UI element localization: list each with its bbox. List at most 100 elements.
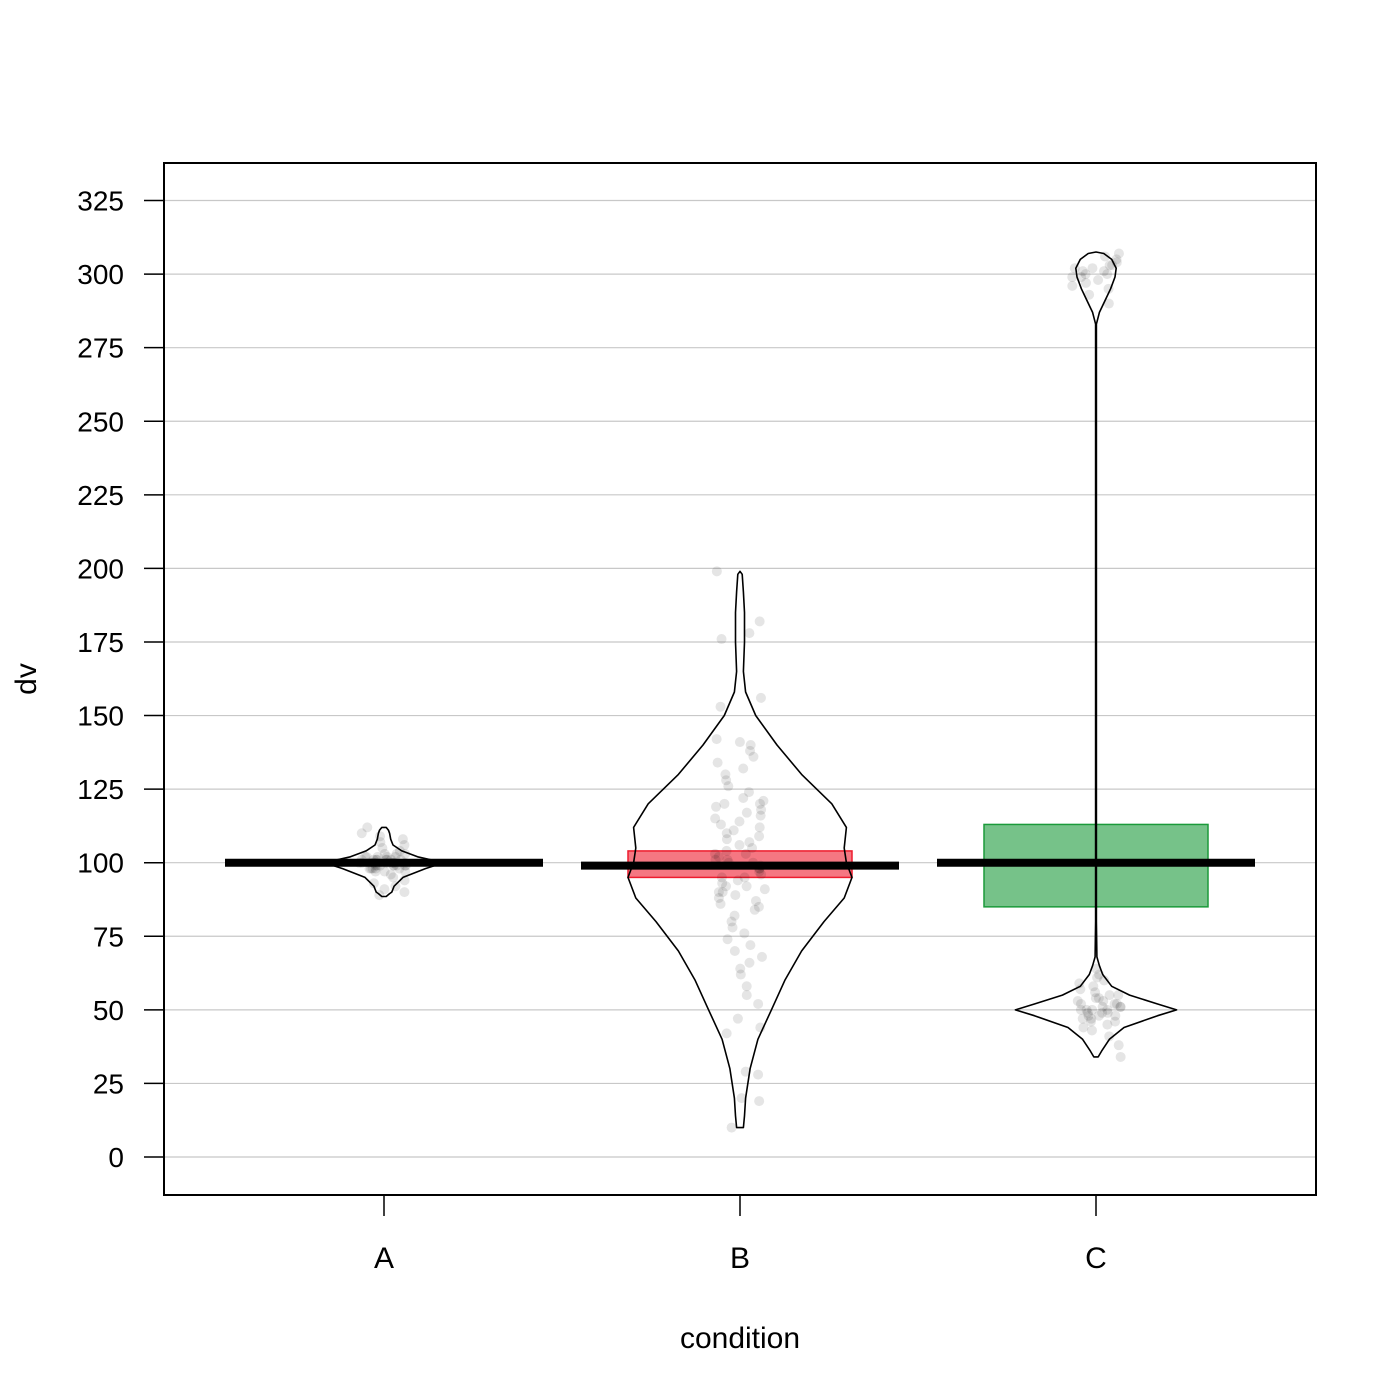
data-point-B bbox=[759, 884, 770, 895]
data-point-C bbox=[1104, 260, 1115, 271]
data-point-B bbox=[723, 781, 734, 792]
data-point-B bbox=[745, 940, 756, 951]
density-violins bbox=[323, 251, 1178, 1129]
data-point-B bbox=[721, 1028, 732, 1039]
y-tick-label: 300 bbox=[77, 259, 124, 290]
data-point-C bbox=[1098, 266, 1109, 277]
data-point-B bbox=[722, 934, 733, 945]
data-point-B bbox=[756, 869, 767, 880]
data-point-C bbox=[1111, 998, 1122, 1009]
data-point-B bbox=[735, 969, 746, 980]
y-tick-label: 0 bbox=[108, 1142, 124, 1173]
data-point-B bbox=[754, 1096, 765, 1107]
data-point-A bbox=[356, 828, 367, 839]
data-point-B bbox=[716, 872, 727, 883]
data-point-B bbox=[758, 795, 769, 806]
plot-frame bbox=[163, 162, 1317, 1196]
data-point-C bbox=[1075, 998, 1086, 1009]
data-point-A bbox=[362, 822, 373, 833]
y-tick-label: 325 bbox=[77, 186, 124, 217]
y-axis: 0 25 50 75 100 125 150 175 200 225 250 275 300 325 bbox=[77, 186, 164, 1173]
data-point-C bbox=[1115, 1051, 1126, 1062]
x-tick-label: A bbox=[374, 1242, 394, 1275]
data-point-B bbox=[756, 804, 767, 815]
y-tick-label: 75 bbox=[93, 921, 124, 952]
raw-data-points bbox=[354, 248, 1126, 1133]
mean-lines bbox=[225, 858, 1255, 870]
data-point-B bbox=[740, 848, 751, 859]
data-point-C bbox=[1093, 993, 1104, 1004]
data-point-B bbox=[749, 904, 760, 915]
data-point-B bbox=[745, 739, 756, 750]
data-point-B bbox=[711, 734, 722, 745]
data-point-C bbox=[1072, 996, 1083, 1007]
data-point-B bbox=[720, 769, 731, 780]
data-point-C bbox=[1104, 990, 1115, 1001]
data-point-B bbox=[732, 1013, 743, 1024]
data-point-B bbox=[738, 792, 749, 803]
y-tick-label: 100 bbox=[77, 848, 124, 879]
data-point-B bbox=[754, 616, 765, 627]
data-point-C bbox=[1093, 1010, 1104, 1021]
y-tick-label: 50 bbox=[93, 995, 124, 1026]
data-point-C bbox=[1075, 1004, 1086, 1015]
data-point-B bbox=[713, 887, 724, 898]
data-point-B bbox=[745, 745, 756, 756]
data-point-C bbox=[1102, 1019, 1113, 1030]
data-point-B bbox=[732, 875, 743, 886]
data-point-B bbox=[744, 837, 755, 848]
data-point-C bbox=[1085, 1016, 1096, 1027]
y-tick-label: 225 bbox=[77, 480, 124, 511]
data-point-C bbox=[1107, 260, 1118, 271]
x-tick-label: C bbox=[1085, 1242, 1107, 1275]
data-point-B bbox=[710, 848, 721, 859]
data-point-B bbox=[741, 981, 752, 992]
data-point-A bbox=[379, 848, 390, 859]
data-point-A bbox=[399, 887, 410, 898]
data-point-B bbox=[755, 692, 766, 703]
data-point-B bbox=[711, 566, 722, 577]
data-point-B bbox=[715, 898, 726, 909]
data-point-C bbox=[1109, 998, 1120, 1009]
data-point-C bbox=[1080, 269, 1091, 280]
data-point-B bbox=[747, 842, 758, 853]
y-tick-label: 25 bbox=[93, 1068, 124, 1099]
data-point-C bbox=[1098, 996, 1109, 1007]
data-point-B bbox=[739, 872, 750, 883]
y-tick-label: 250 bbox=[77, 406, 124, 437]
data-point-C bbox=[1102, 269, 1113, 280]
data-point-B bbox=[734, 816, 745, 827]
data-point-B bbox=[721, 834, 732, 845]
data-point-B bbox=[715, 819, 726, 830]
data-point-B bbox=[730, 890, 741, 901]
data-point-B bbox=[715, 701, 726, 712]
violin-C bbox=[1014, 251, 1178, 1058]
data-point-C bbox=[1093, 274, 1104, 285]
data-point-B bbox=[739, 928, 750, 939]
data-point-C bbox=[1102, 1004, 1113, 1015]
data-point-B bbox=[744, 957, 755, 968]
data-point-B bbox=[719, 798, 730, 809]
y-tick-label: 275 bbox=[77, 333, 124, 364]
data-point-C bbox=[1074, 978, 1085, 989]
y-tick-label: 175 bbox=[77, 627, 124, 658]
data-point-A bbox=[400, 866, 411, 877]
data-point-B bbox=[729, 945, 740, 956]
data-point-C bbox=[1082, 1007, 1093, 1018]
x-tick-label: B bbox=[730, 1242, 750, 1275]
data-point-C bbox=[1111, 254, 1122, 265]
data-point-C bbox=[1099, 975, 1110, 986]
data-point-B bbox=[743, 787, 754, 798]
data-point-C bbox=[1115, 1001, 1126, 1012]
data-point-B bbox=[756, 951, 767, 962]
x-axis-title: condition bbox=[680, 1322, 800, 1355]
y-tick-label: 125 bbox=[77, 774, 124, 805]
violin-B bbox=[627, 570, 853, 1129]
data-point-B bbox=[740, 1066, 751, 1077]
data-point-B bbox=[726, 1122, 737, 1133]
data-point-C bbox=[1087, 1004, 1098, 1015]
gridlines bbox=[164, 199, 1316, 1158]
data-point-C bbox=[1077, 1013, 1088, 1024]
data-point-C bbox=[1097, 1001, 1108, 1012]
